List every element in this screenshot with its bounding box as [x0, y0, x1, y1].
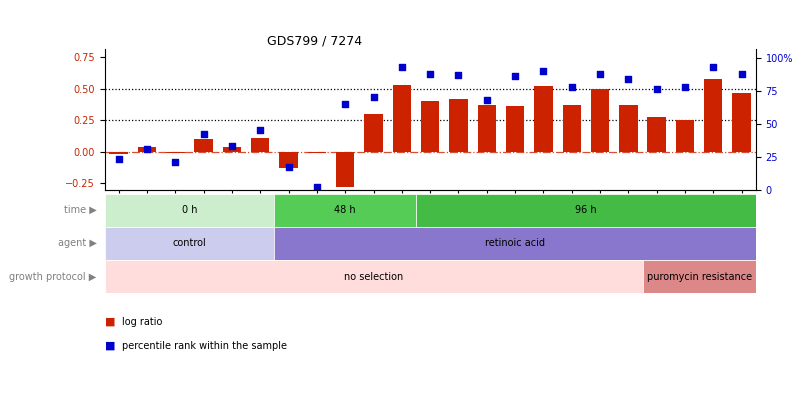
Point: [678, 83, 691, 90]
Text: puromycin resistance: puromycin resistance: [646, 272, 751, 281]
Bar: [336, 152, 354, 187]
Bar: [421, 101, 438, 152]
Text: log ratio: log ratio: [122, 317, 162, 326]
Bar: [703, 79, 722, 152]
Text: time ▶: time ▶: [63, 205, 96, 215]
Point: [282, 164, 295, 171]
Point: [593, 70, 605, 77]
Point: [479, 97, 492, 103]
Text: control: control: [173, 239, 206, 248]
Text: 48 h: 48 h: [334, 205, 356, 215]
FancyBboxPatch shape: [642, 260, 755, 293]
Bar: [166, 152, 184, 153]
Point: [622, 76, 634, 82]
Point: [536, 68, 549, 74]
Point: [254, 127, 267, 134]
Point: [225, 143, 238, 149]
Text: agent ▶: agent ▶: [58, 239, 96, 248]
FancyBboxPatch shape: [104, 260, 642, 293]
Bar: [732, 93, 750, 152]
Point: [169, 159, 181, 165]
Bar: [222, 147, 241, 152]
Point: [565, 83, 577, 90]
Point: [650, 86, 662, 93]
Text: ■: ■: [104, 317, 115, 326]
Point: [141, 145, 153, 152]
Point: [395, 64, 408, 70]
Text: growth protocol ▶: growth protocol ▶: [9, 272, 96, 281]
Bar: [477, 105, 495, 152]
Point: [734, 70, 747, 77]
FancyBboxPatch shape: [104, 227, 274, 260]
Bar: [675, 120, 693, 152]
Point: [706, 64, 719, 70]
Point: [112, 156, 125, 162]
FancyBboxPatch shape: [274, 227, 755, 260]
FancyBboxPatch shape: [104, 194, 274, 227]
Bar: [505, 107, 524, 152]
Bar: [646, 117, 665, 152]
Bar: [194, 139, 213, 152]
Bar: [392, 85, 410, 152]
Text: ■: ■: [104, 341, 115, 351]
Bar: [137, 147, 156, 152]
Bar: [109, 152, 128, 154]
Point: [367, 94, 380, 100]
Point: [197, 131, 210, 137]
Bar: [533, 86, 552, 152]
Point: [423, 70, 436, 77]
Bar: [279, 152, 297, 168]
FancyBboxPatch shape: [274, 194, 415, 227]
Bar: [251, 138, 269, 152]
Text: no selection: no selection: [344, 272, 402, 281]
Text: 96 h: 96 h: [574, 205, 596, 215]
Bar: [618, 105, 637, 152]
Text: retinoic acid: retinoic acid: [484, 239, 544, 248]
Point: [310, 183, 323, 190]
Bar: [590, 89, 609, 152]
Text: percentile rank within the sample: percentile rank within the sample: [122, 341, 287, 351]
Text: GDS799 / 7274: GDS799 / 7274: [267, 34, 362, 47]
Bar: [364, 114, 382, 152]
Bar: [562, 105, 581, 152]
Text: 0 h: 0 h: [181, 205, 197, 215]
Point: [338, 101, 351, 107]
FancyBboxPatch shape: [415, 194, 755, 227]
Point: [451, 72, 464, 78]
Bar: [308, 152, 326, 153]
Bar: [449, 99, 467, 152]
Point: [508, 73, 521, 79]
